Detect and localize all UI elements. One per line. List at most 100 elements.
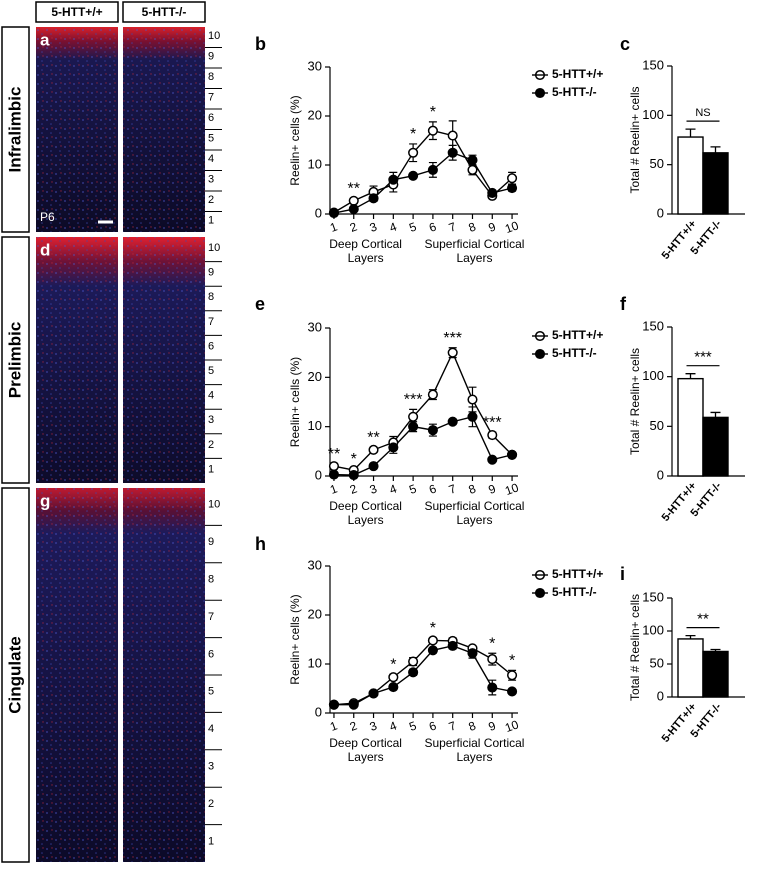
layer-label: 6 — [208, 112, 214, 124]
layer-label: 4 — [208, 723, 214, 735]
x-tick-label: 7 — [447, 718, 458, 734]
layer-label: 5 — [208, 133, 214, 145]
significance: ** — [697, 611, 709, 628]
y-tick-label: 100 — [642, 368, 664, 383]
x-tick-label: 10 — [503, 480, 521, 498]
y-axis-label: Total # Reelin+ cells — [628, 348, 642, 455]
data-point — [348, 204, 359, 215]
layer-label: 5 — [208, 686, 214, 698]
data-point — [408, 667, 419, 678]
data-point — [447, 640, 458, 651]
x-tick-label: 5-HTT+/+ — [660, 480, 699, 524]
x-tick-label: 6 — [427, 219, 438, 235]
y-tick-label: 10 — [308, 418, 322, 433]
x-tick-label: 9 — [486, 481, 497, 497]
y-axis-label: Total # Reelin+ cells — [628, 594, 642, 701]
y-tick-label: 50 — [650, 655, 664, 670]
panel-letter: h — [255, 534, 266, 554]
column-header: 5-HTT+/+ — [51, 5, 102, 19]
micrograph-texture — [123, 488, 205, 862]
significance: * — [509, 653, 515, 670]
data-point — [427, 125, 438, 136]
data-point — [328, 207, 340, 219]
x-tick-label: 2 — [348, 718, 359, 734]
legend-label: 5-HTT+/+ — [552, 567, 603, 581]
x-group-label: Deep Cortical — [329, 736, 402, 750]
significance: *** — [404, 392, 423, 409]
data-point — [507, 173, 518, 184]
bar — [702, 152, 729, 215]
x-group-label: Deep Cortical — [329, 499, 402, 513]
significance: * — [430, 104, 436, 121]
data-point — [467, 411, 478, 422]
data-point — [447, 130, 458, 141]
panel-letter: b — [255, 34, 266, 54]
panel-letter: g — [40, 491, 50, 510]
data-point — [328, 461, 340, 472]
data-point — [467, 394, 478, 405]
x-tick-label: 2 — [348, 219, 359, 235]
data-point — [368, 193, 379, 204]
data-point — [447, 147, 458, 158]
layer-label: 9 — [208, 51, 214, 63]
layer-label: 3 — [208, 414, 214, 426]
layer-label: 1 — [208, 215, 214, 227]
x-tick-label: 3 — [368, 481, 379, 497]
layer-label: 7 — [208, 92, 214, 104]
data-point — [487, 187, 498, 198]
data-point — [328, 469, 340, 480]
y-tick-label: 0 — [657, 205, 664, 220]
region-box — [1, 26, 30, 233]
y-tick-label: 0 — [315, 704, 322, 719]
data-point — [487, 682, 498, 693]
x-tick-label: 6 — [427, 481, 438, 497]
layer-label: 7 — [208, 611, 214, 623]
data-point — [388, 442, 399, 453]
y-tick-label: 30 — [308, 319, 322, 334]
layer-label: 10 — [208, 242, 220, 254]
y-axis-label: Reelin+ cells (%) — [288, 594, 302, 684]
x-tick-label: 10 — [503, 218, 521, 236]
layer-label: 2 — [208, 798, 214, 810]
data-point — [447, 347, 458, 358]
layer-label: 4 — [208, 390, 214, 402]
age-label: P6 — [40, 210, 55, 224]
y-tick-label: 100 — [642, 622, 664, 637]
data-point — [447, 416, 458, 427]
layer-label: 10 — [208, 499, 220, 511]
layer-label: 6 — [208, 340, 214, 352]
y-tick-label: 50 — [650, 156, 664, 171]
x-tick-label: 7 — [447, 481, 458, 497]
y-axis-label: Reelin+ cells (%) — [288, 95, 302, 185]
error-bar — [685, 373, 696, 379]
layer-label: 8 — [208, 71, 214, 83]
data-point — [408, 147, 419, 158]
data-point — [388, 672, 399, 683]
y-tick-label: 20 — [308, 606, 322, 621]
panel-letter: d — [40, 240, 50, 259]
layer-label: 7 — [208, 316, 214, 328]
y-tick-label: 150 — [642, 57, 664, 72]
bar — [677, 136, 704, 215]
x-group-label: Superficial Cortical — [424, 499, 524, 513]
layer-label: 8 — [208, 574, 214, 586]
x-tick-label: 3 — [368, 219, 379, 235]
x-tick-label: 5 — [407, 718, 418, 734]
bar — [702, 650, 729, 698]
y-tick-label: 10 — [308, 655, 322, 670]
x-group-label: Layers — [348, 513, 384, 527]
region-label: Cingulate — [5, 636, 24, 713]
y-tick-label: 0 — [657, 688, 664, 703]
significance: * — [430, 620, 436, 637]
region-box — [1, 236, 30, 484]
layer-label: 3 — [208, 174, 214, 186]
data-point — [328, 699, 340, 710]
panel-letter: a — [40, 30, 50, 49]
series-line — [333, 639, 513, 706]
data-point — [507, 686, 518, 697]
region-label: Prelimbic — [5, 322, 24, 399]
layer-label: 2 — [208, 439, 214, 451]
data-point — [348, 195, 359, 206]
x-tick-label: 8 — [467, 718, 478, 734]
column-header-box — [35, 1, 119, 23]
